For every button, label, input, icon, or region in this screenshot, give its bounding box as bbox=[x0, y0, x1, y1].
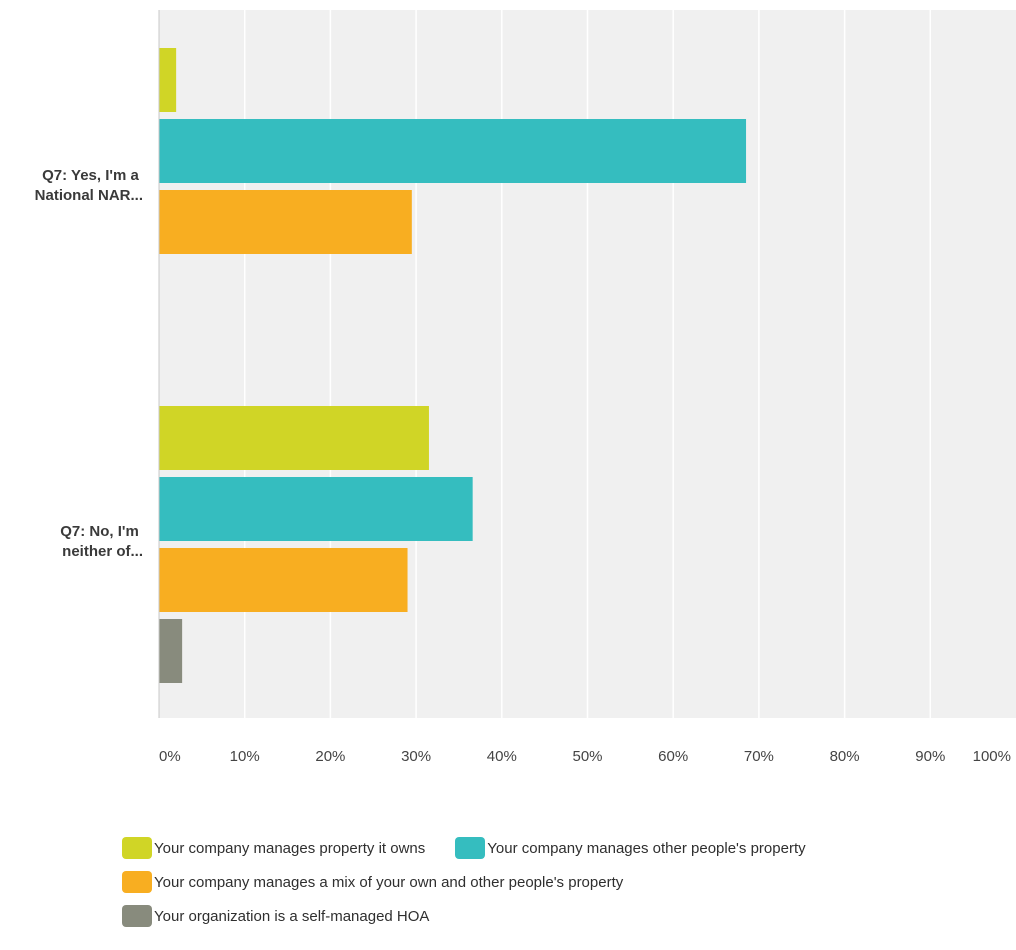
bars bbox=[159, 48, 747, 683]
bar bbox=[159, 48, 177, 112]
x-tick-label: 40% bbox=[487, 748, 517, 765]
bar bbox=[159, 119, 747, 183]
legend-item: Your company manages a mix of your own a… bbox=[122, 871, 623, 893]
legend-item: Your company manages property it owns bbox=[122, 837, 425, 859]
x-tick-label: 50% bbox=[572, 748, 602, 765]
x-tick-label: 60% bbox=[658, 748, 688, 765]
legend-swatch bbox=[122, 837, 152, 859]
legend-row: Your organization is a self-managed HOA bbox=[122, 904, 1002, 928]
bar bbox=[159, 406, 429, 470]
x-tick-label: 20% bbox=[315, 748, 345, 765]
bar bbox=[159, 477, 473, 541]
legend-row: Your company manages property it owns You… bbox=[122, 836, 1002, 860]
x-tick-label: 100% bbox=[973, 748, 1011, 765]
x-tick-label: 0% bbox=[159, 748, 181, 765]
category-label: Q7: Yes, I'm a National NAR... bbox=[35, 167, 143, 204]
x-tick-label: 80% bbox=[830, 748, 860, 765]
x-tick-label: 70% bbox=[744, 748, 774, 765]
legend-row: Your company manages a mix of your own a… bbox=[122, 870, 1002, 894]
x-axis-ticks: 0% 10% 20% 30% 40% 50% 60% 70% 80% 90% 100% bbox=[159, 748, 1011, 765]
legend-label: Your company manages a mix of your own a… bbox=[154, 873, 624, 891]
legend-label: Your company manages other people's prop… bbox=[487, 839, 806, 857]
legend-swatch bbox=[455, 837, 486, 859]
legend-label: Your organization is a self-managed HOA bbox=[154, 907, 430, 925]
legend-swatch bbox=[122, 905, 152, 927]
x-tick-label: 30% bbox=[401, 748, 431, 765]
x-tick-label: 10% bbox=[230, 748, 260, 765]
bar bbox=[159, 619, 183, 683]
legend-swatch bbox=[122, 871, 152, 893]
legend: Your company manages property it owns You… bbox=[122, 836, 1002, 938]
category-label: Q7: No, I'm neither of... bbox=[60, 523, 143, 560]
bar-chart: Q7: Yes, I'm a National NAR... Q7: No, I… bbox=[35, 10, 1016, 765]
legend-item: Your organization is a self-managed HOA bbox=[122, 905, 429, 927]
x-tick-label: 90% bbox=[915, 748, 945, 765]
bar bbox=[159, 190, 412, 254]
bar bbox=[159, 548, 408, 612]
legend-item: Your company manages other people's prop… bbox=[455, 837, 806, 859]
legend-label: Your company manages property it owns bbox=[154, 839, 426, 857]
